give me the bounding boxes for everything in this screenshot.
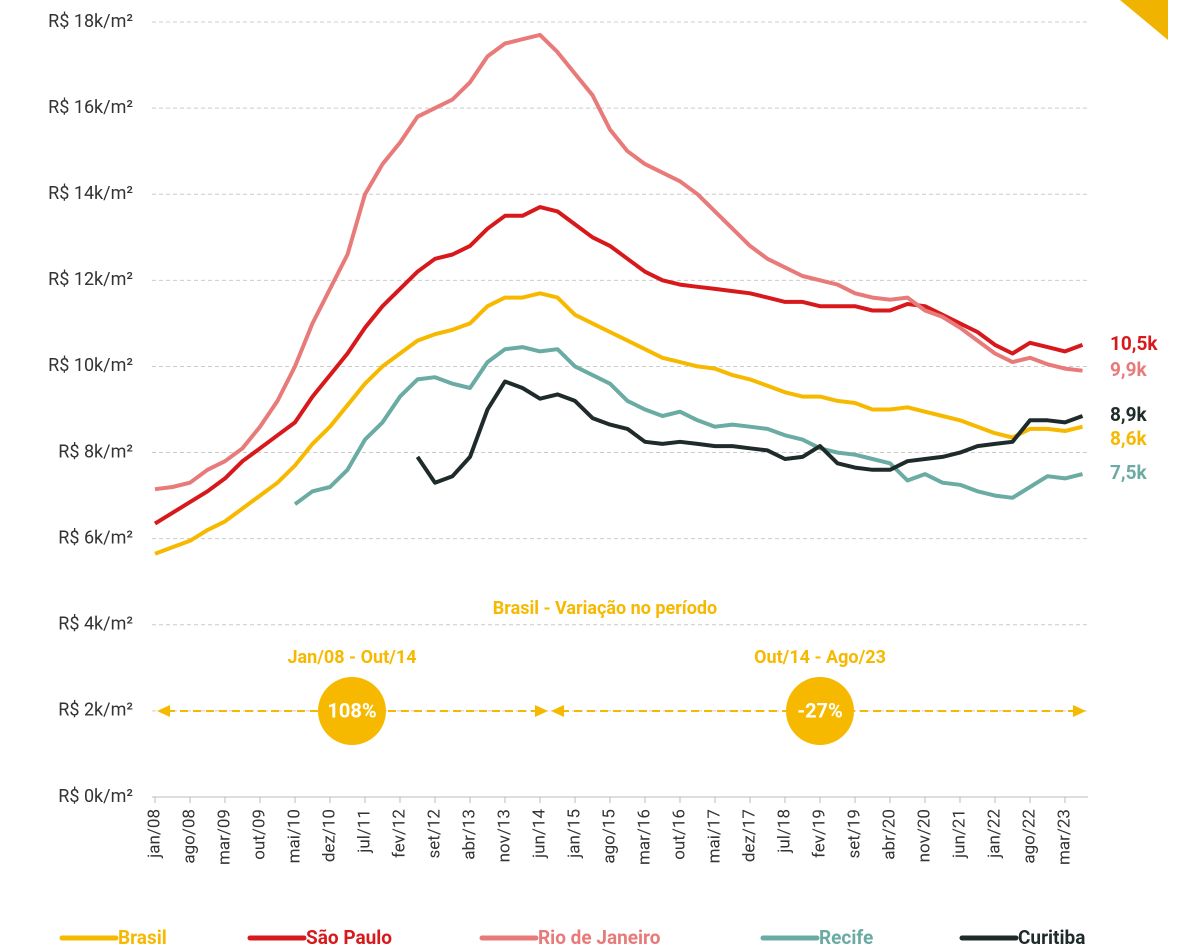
y-tick-label: R$ 6k/m² [58, 527, 133, 548]
change-label: 108% [327, 698, 376, 722]
legend-label: Brasil [118, 926, 167, 949]
end-label: 8,9k [1110, 403, 1147, 426]
end-label: 7,5k [1110, 461, 1147, 484]
arrow-head [535, 705, 548, 717]
series-line [154, 32, 1083, 492]
x-tick-label: jun/21 [949, 809, 969, 859]
series-line [154, 291, 1083, 556]
x-tick-label: mar/16 [634, 809, 654, 865]
x-tick-label: mar/09 [214, 809, 234, 865]
legend-label: Rio de Janeiro [538, 926, 661, 949]
y-tick-label: R$ 10k/m² [48, 355, 133, 376]
x-tick-label: dez/10 [319, 809, 339, 862]
legend-label: Curitiba [1018, 926, 1085, 949]
end-label: 10,5k [1110, 332, 1158, 355]
y-tick-label: R$ 4k/m² [58, 614, 133, 635]
x-tick-label: jul/11 [354, 809, 374, 854]
x-tick-label: dez/17 [739, 809, 759, 862]
series-line [293, 345, 1083, 506]
y-tick-label: R$ 12k/m² [48, 269, 133, 290]
y-tick-label: R$ 14k/m² [48, 183, 133, 204]
arrow-head [157, 705, 170, 717]
change-badge [786, 677, 854, 745]
x-tick-label: mai/10 [284, 809, 304, 863]
corner-decoration [1120, 0, 1168, 40]
y-tick-label: R$ 8k/m² [58, 441, 133, 462]
end-label: 8,6k [1110, 427, 1147, 450]
x-tick-label: mai/17 [704, 809, 724, 863]
x-tick-label: set/19 [844, 809, 864, 858]
y-tick-label: R$ 2k/m² [58, 700, 133, 721]
series-line [415, 379, 1084, 485]
end-label: 9,9k [1110, 358, 1147, 381]
x-tick-label: nov/13 [494, 809, 514, 862]
series-line [153, 205, 1084, 526]
x-tick-label: jul/18 [774, 809, 794, 854]
x-tick-label: out/09 [249, 809, 269, 860]
arrow-head [1073, 705, 1086, 717]
x-tick-label: fev/12 [389, 809, 409, 858]
y-tick-label: R$ 0k/m² [58, 786, 133, 807]
annotation-title: Brasil - Variação no período [493, 598, 717, 619]
x-tick-label: jan/22 [984, 809, 1004, 859]
y-tick-label: R$ 18k/m² [48, 11, 133, 32]
x-tick-label: ago/22 [1019, 809, 1039, 864]
y-tick-label: R$ 16k/m² [48, 97, 133, 118]
x-tick-label: ago/15 [599, 809, 619, 864]
change-badge [318, 677, 386, 745]
x-tick-label: jan/15 [564, 809, 584, 859]
change-label: -27% [797, 698, 843, 722]
x-tick-label: set/12 [424, 809, 444, 858]
x-tick-label: ago/08 [179, 809, 199, 864]
period-label: Out/14 - Ago/23 [754, 647, 886, 668]
x-tick-label: fev/19 [809, 809, 829, 858]
x-tick-label: out/16 [669, 809, 689, 860]
x-tick-label: jan/08 [144, 809, 164, 859]
period-label: Jan/08 - Out/14 [287, 647, 416, 668]
x-tick-label: mar/23 [1054, 809, 1074, 865]
x-tick-label: abr/20 [879, 809, 899, 860]
legend-label: Recife [819, 926, 873, 949]
arrow-head [551, 705, 564, 717]
legend-label: São Paulo [306, 926, 392, 949]
x-tick-label: abr/13 [459, 809, 479, 860]
x-tick-label: nov/20 [914, 809, 934, 862]
x-tick-label: jun/14 [529, 809, 549, 859]
